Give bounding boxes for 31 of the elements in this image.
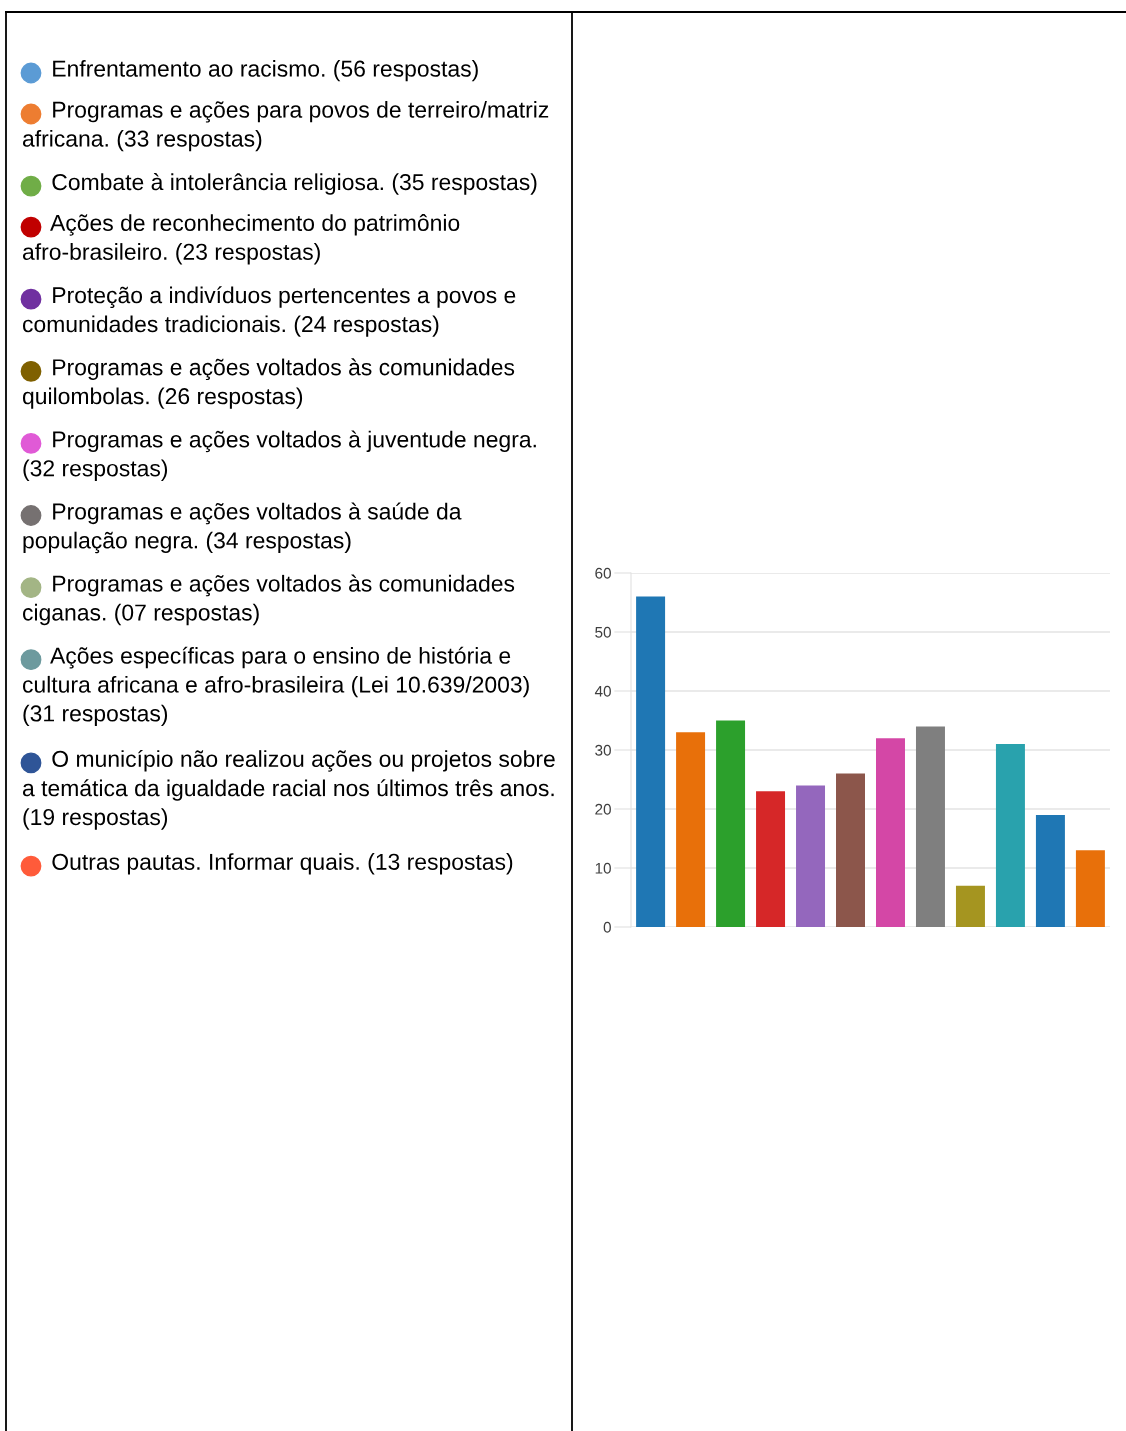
bar xyxy=(1035,814,1065,927)
y-tick-label: 20 xyxy=(595,803,611,815)
y-tick-label: 50 xyxy=(595,626,611,638)
text: Programas e ações voltados às comunidades quilombolas. (26 respostas) xyxy=(22,358,515,409)
bar xyxy=(756,791,786,927)
bar xyxy=(836,773,865,927)
text: Ações de reconhecimento do patrimônio afro-brasileiro. (23 respostas) xyxy=(22,214,460,265)
bar xyxy=(995,744,1025,927)
bar xyxy=(955,885,985,927)
text: Proteção a indivíduos pertencentes a povos e comunidades tradicionais. (24 respostas) xyxy=(22,286,516,337)
text: O município não realizou ações ou projetos sobre a temática da igualdade racial nos últimos três anos. (19 respostas) xyxy=(22,749,555,830)
bar xyxy=(876,738,905,927)
text: Combate à intolerância religiosa. (35 respostas) xyxy=(52,173,537,195)
text: Programas e ações voltados às comunidades ciganas. (07 respostas) xyxy=(22,574,515,626)
bar xyxy=(636,596,666,927)
y-tick-label: 60 xyxy=(595,567,611,579)
bar xyxy=(716,720,746,927)
text: Ações específicas para o ensino de história e cultura africana e afro-brasileira (Lei 10.639/2003) (31 respostas) xyxy=(22,646,529,727)
y-tick-label: 0 xyxy=(603,921,611,933)
bar xyxy=(915,726,945,927)
bar xyxy=(796,785,826,927)
text: Programas e ações voltados à juventude negra. (32 respostas) xyxy=(23,430,536,481)
bar xyxy=(1075,850,1105,927)
bar xyxy=(676,732,706,927)
text: Outras pautas. Informar quais. (13 respostas) xyxy=(52,853,513,875)
y-tick-label: 40 xyxy=(594,685,611,697)
y-tick-label: 10 xyxy=(595,862,611,874)
text: Enfrentamento ao racismo. (56 respostas) xyxy=(53,60,478,82)
text: Programas e ações voltados à saúde da população negra. (34 respostas) xyxy=(23,502,462,554)
y-tick-label: 30 xyxy=(595,744,611,756)
text: Programas e ações para povos de terreiro/matriz africana. (33 respostas) xyxy=(22,101,549,152)
